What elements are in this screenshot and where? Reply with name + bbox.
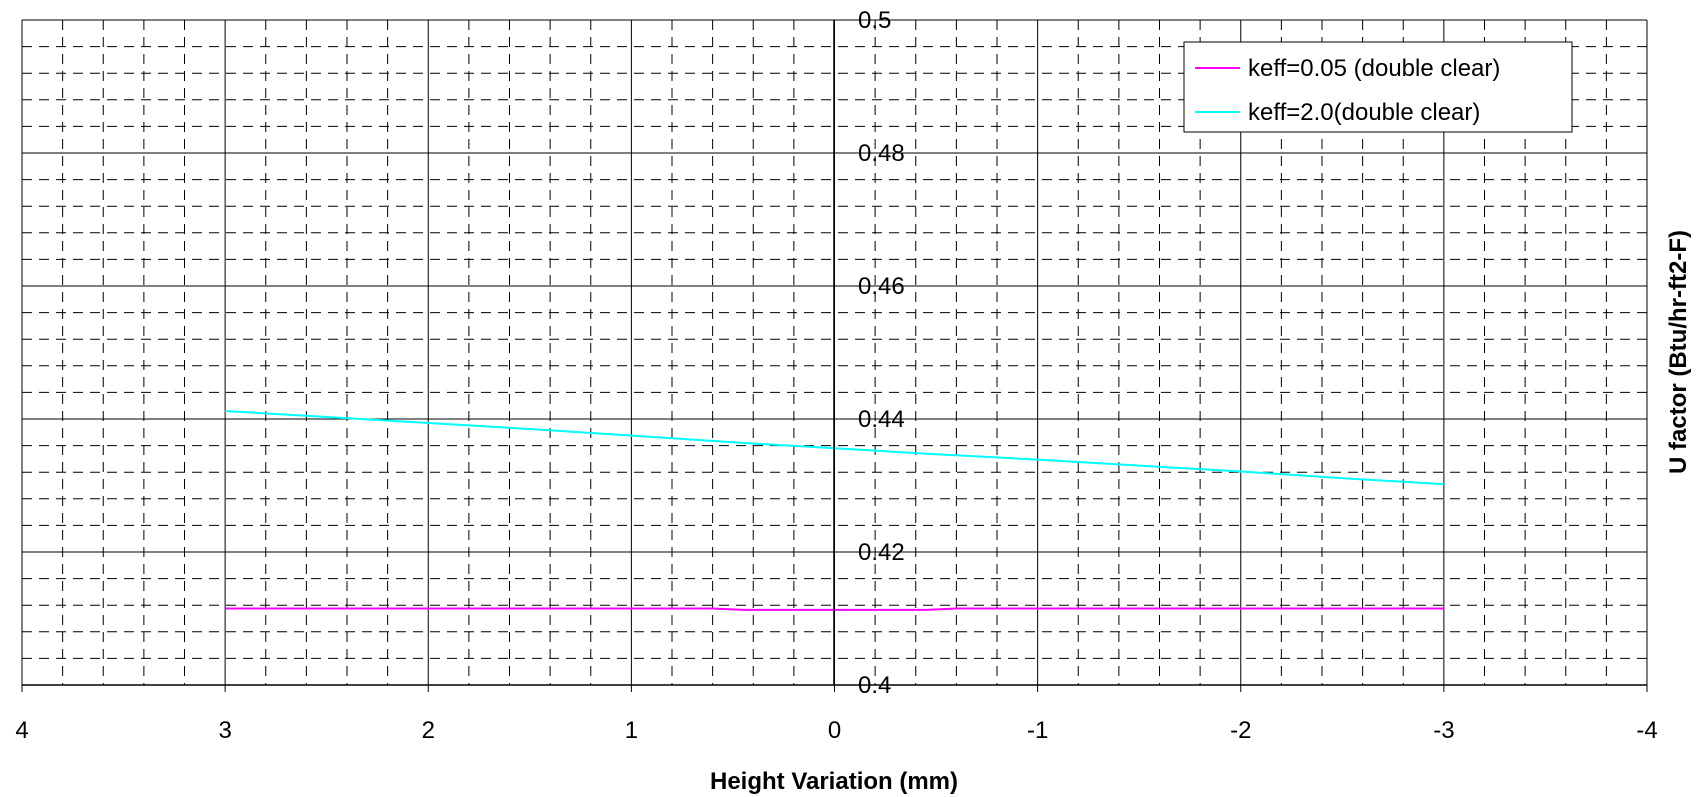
y-tick-label: 0.48 [858, 140, 905, 167]
legend-label-series-2: keff=2.0(double clear) [1248, 99, 1480, 126]
x-tick-label: -2 [1230, 717, 1251, 744]
legend-label-series-1: keff=0.05 (double clear) [1248, 55, 1500, 82]
x-axis-title: Height Variation (mm) [710, 768, 958, 795]
y-axis-title: U factor (Btu/hr-ft2-F) [1665, 230, 1692, 474]
legend: keff=0.05 (double clear) keff=2.0(double… [1183, 41, 1573, 133]
x-tick-label: -1 [1027, 717, 1048, 744]
y-tick-label: 0.44 [858, 406, 905, 433]
x-tick-label: 3 [218, 717, 231, 744]
legend-box [1183, 41, 1573, 133]
y-tick-label: 0.4 [858, 672, 891, 699]
x-tick-label: 4 [15, 717, 28, 744]
tick-labels: 4 3 2 1 0 -1 -2 -3 -4 0.4 0.42 0.44 0.46 0.48 0.5 [15, 7, 1657, 744]
x-tick-label: -3 [1433, 717, 1454, 744]
x-tick-label: 0 [828, 717, 841, 744]
x-tick-label: 1 [625, 717, 638, 744]
y-tick-label: 0.5 [858, 7, 891, 34]
y-tick-label: 0.46 [858, 273, 905, 300]
x-tick-label: -4 [1636, 717, 1657, 744]
x-tick-label: 2 [422, 717, 435, 744]
axes [21, 19, 1648, 692]
y-tick-label: 0.42 [858, 539, 905, 566]
